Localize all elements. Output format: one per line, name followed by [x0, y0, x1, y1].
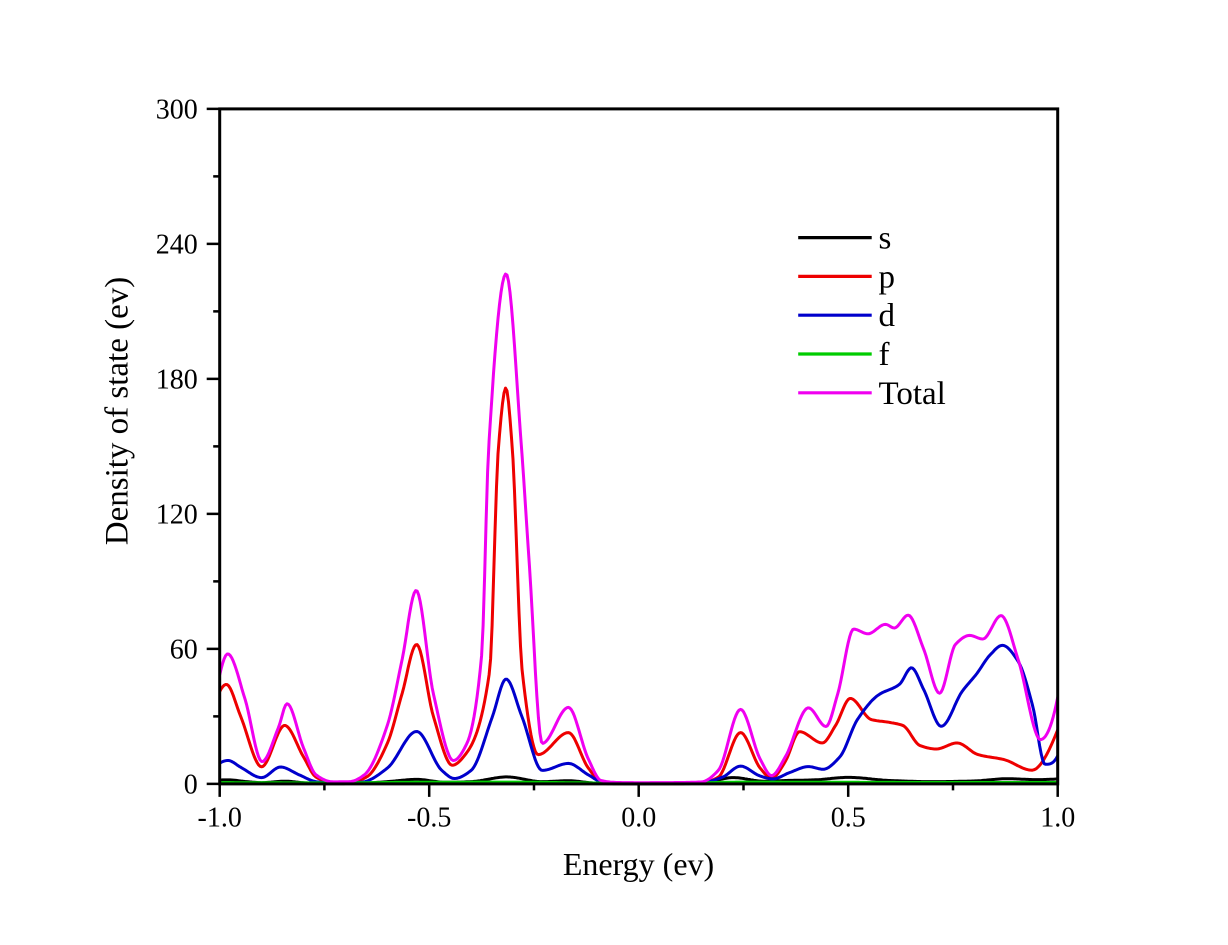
- svg-text:Total: Total: [879, 376, 946, 412]
- svg-text:d: d: [879, 298, 896, 334]
- svg-text:60: 60: [170, 634, 198, 665]
- svg-text:Density of state (ev): Density of state (ev): [100, 277, 136, 546]
- svg-text:120: 120: [156, 499, 198, 530]
- svg-text:0: 0: [184, 769, 198, 800]
- svg-text:-1.0: -1.0: [198, 803, 242, 834]
- svg-text:p: p: [879, 259, 896, 295]
- svg-text:0.5: 0.5: [831, 803, 866, 834]
- svg-text:-0.5: -0.5: [407, 803, 451, 834]
- svg-text:Energy (ev): Energy (ev): [563, 846, 714, 882]
- svg-text:240: 240: [156, 229, 198, 260]
- svg-text:300: 300: [156, 94, 198, 125]
- svg-text:1.0: 1.0: [1040, 803, 1075, 834]
- svg-text:s: s: [879, 221, 892, 257]
- svg-text:f: f: [879, 337, 890, 373]
- svg-text:0.0: 0.0: [621, 803, 656, 834]
- svg-text:180: 180: [156, 364, 198, 395]
